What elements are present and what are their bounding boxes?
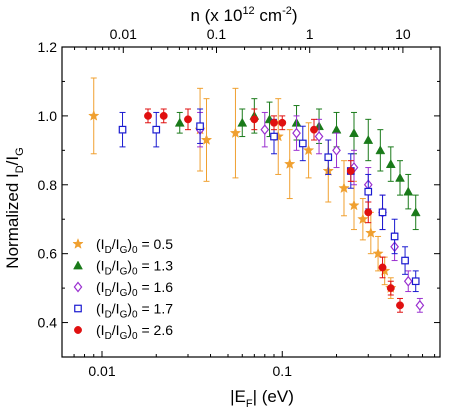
- data-point: [372, 247, 384, 259]
- data-point: [270, 132, 278, 141]
- top-tick-label: 1: [306, 26, 314, 42]
- legend-marker: [74, 326, 82, 334]
- data-point: [415, 299, 425, 311]
- data-point: [298, 139, 307, 148]
- data-point: [395, 172, 405, 182]
- y-tick-label: 0.4: [38, 315, 58, 331]
- data-point: [349, 128, 359, 137]
- legend-label: (ID/IG)0 = 2.6: [96, 322, 173, 342]
- data-point: [200, 133, 213, 145]
- data-point: [159, 111, 168, 120]
- data-point: [292, 127, 301, 139]
- data-point: [348, 199, 360, 211]
- legend-marker: [74, 304, 82, 313]
- data-point: [332, 144, 341, 156]
- data-point: [378, 208, 387, 217]
- data-point: [237, 117, 248, 127]
- plot-frame: [61, 46, 441, 358]
- x-tick-label: 0.01: [88, 363, 115, 379]
- series-2-6: [144, 108, 404, 313]
- data-point: [152, 125, 161, 134]
- data-point: [338, 182, 350, 194]
- series-layer: [88, 77, 425, 313]
- data-point: [278, 118, 287, 127]
- data-point: [229, 127, 242, 138]
- data-point: [364, 208, 373, 217]
- data-point: [403, 275, 413, 287]
- data-point: [174, 117, 185, 127]
- data-point: [314, 131, 324, 143]
- data-point: [310, 125, 318, 134]
- x-tick-label: 0.1: [273, 363, 293, 379]
- data-point: [390, 232, 399, 241]
- data-point: [184, 115, 192, 124]
- y-tick-label: 0.8: [38, 177, 58, 193]
- top-tick-label: 0.1: [207, 26, 227, 42]
- data-point: [386, 284, 395, 293]
- data-point: [365, 226, 377, 238]
- series-1-3: [174, 98, 421, 231]
- data-point: [357, 213, 369, 225]
- data-point: [144, 111, 152, 120]
- legend-marker: [72, 237, 84, 249]
- data-point: [302, 144, 315, 156]
- y-tick-label: 0.6: [38, 246, 58, 262]
- data-point: [324, 153, 333, 162]
- data-point: [331, 124, 342, 134]
- data-point: [401, 256, 409, 265]
- data-point: [411, 277, 420, 286]
- data-point: [270, 118, 278, 127]
- data-point: [375, 145, 386, 155]
- top-axis-label: n (x 1012 cm-2): [190, 5, 297, 25]
- data-point: [260, 124, 270, 136]
- legend-label: (ID/IG)0 = 1.6: [96, 279, 173, 299]
- legend-marker: [73, 260, 83, 270]
- data-point: [410, 207, 421, 217]
- data-point: [284, 158, 296, 169]
- x-axis-label: |EF| (eV): [230, 387, 294, 410]
- data-point: [196, 122, 204, 131]
- legend-label: (ID/IG)0 = 1.3: [96, 258, 173, 278]
- top-tick-label: 10: [395, 26, 411, 42]
- top-tick-label: 0.01: [110, 26, 137, 42]
- data-point: [346, 167, 355, 175]
- legend: (ID/IG)0 = 0.5(ID/IG)0 = 1.3(ID/IG)0 = 1…: [72, 236, 173, 342]
- data-point: [403, 186, 414, 196]
- axes: 0.4 0.6 0.8 1.0 1.2 0.01 0.1 0.01 0.1 1 10: [38, 26, 441, 379]
- data-point: [364, 187, 373, 196]
- data-point: [118, 125, 127, 134]
- data-point: [363, 134, 374, 144]
- data-point: [378, 263, 387, 272]
- legend-marker: [73, 281, 83, 293]
- legend-label: (ID/IG)0 = 1.7: [96, 301, 173, 321]
- legend-label: (ID/IG)0 = 0.5: [96, 236, 173, 256]
- y-tick-label: 1.0: [38, 108, 58, 124]
- y-tick-label: 1.2: [38, 39, 58, 55]
- data-point: [385, 159, 396, 168]
- series-1-6: [195, 111, 425, 313]
- y-axis-label: Normalized ID/IG: [3, 147, 26, 268]
- data-point: [88, 109, 100, 121]
- data-point: [250, 115, 259, 124]
- data-point: [396, 301, 404, 310]
